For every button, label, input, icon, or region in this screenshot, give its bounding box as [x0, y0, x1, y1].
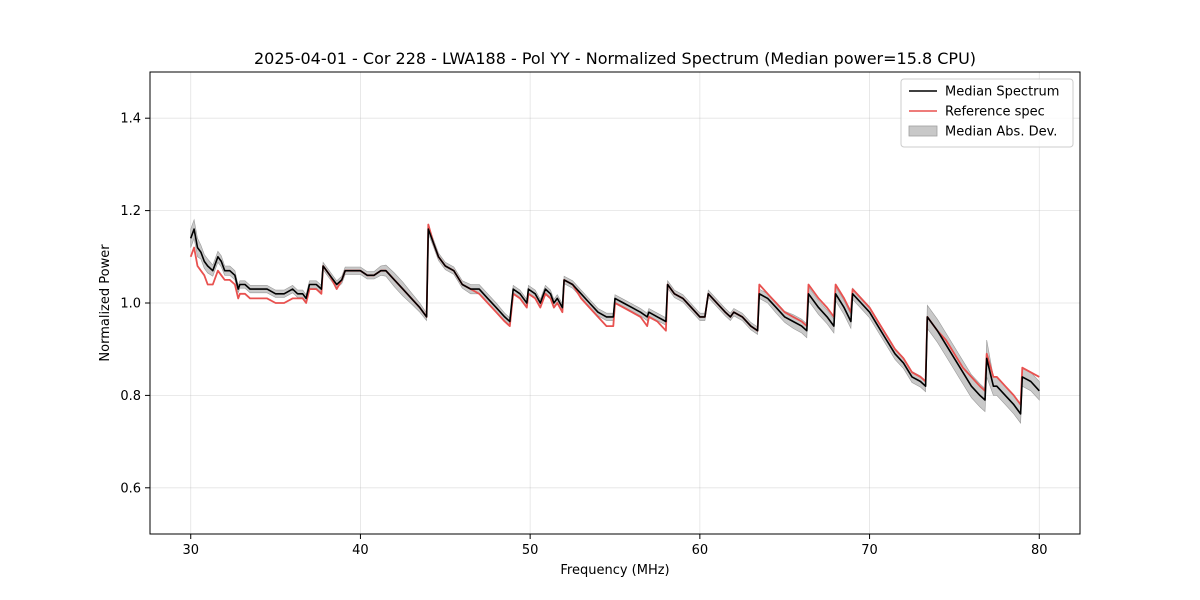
y-axis-ticks: 0.6 0.8 1.0 1.2 1.4: [120, 112, 150, 496]
x-tick-label: 70: [861, 543, 878, 558]
x-tick-label: 40: [352, 543, 369, 558]
y-tick-label: 1.0: [120, 297, 141, 312]
legend-mad-label: Median Abs. Dev.: [945, 125, 1057, 140]
x-axis-ticks: 30 40 50 60 70 80: [182, 534, 1048, 558]
series-layer: [189, 223, 1040, 415]
mad-band-layer: [190, 218, 1040, 424]
median-spectrum-line: [189, 228, 1040, 415]
legend-box: [900, 78, 1074, 148]
reference-spec-line: [189, 223, 1040, 406]
y-tick-label: 1.2: [120, 204, 141, 219]
y-axis-label: Normalized Power: [98, 244, 113, 362]
legend: Median Spectrum Reference spec Median Ab…: [900, 78, 1074, 148]
legend-median-label: Median Spectrum: [945, 85, 1059, 100]
x-tick-label: 60: [692, 543, 709, 558]
x-tick-label: 80: [1031, 543, 1048, 558]
x-tick-label: 50: [522, 543, 539, 558]
legend-reference-label: Reference spec: [945, 105, 1045, 120]
x-tick-label: 30: [182, 543, 199, 558]
x-axis-label: Frequency (MHz): [560, 563, 669, 578]
mad-band: [190, 218, 1040, 424]
legend-mad-swatch: [908, 125, 938, 137]
y-tick-label: 0.6: [120, 481, 141, 496]
y-tick-label: 0.8: [120, 389, 141, 404]
chart-title: 2025-04-01 - Cor 228 - LWA188 - Pol YY -…: [254, 49, 976, 68]
y-tick-label: 1.4: [120, 112, 141, 127]
